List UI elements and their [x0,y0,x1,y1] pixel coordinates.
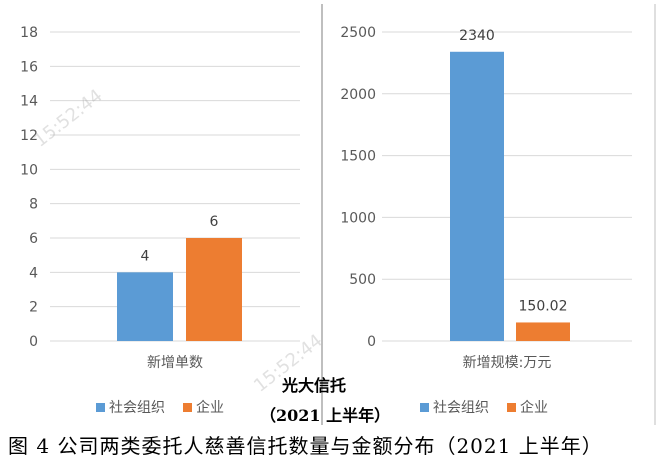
bar-1 [450,51,504,341]
legend-label-series-1: 社会组织 [109,400,165,416]
y-tick-label: 14 [20,94,38,110]
y-tick-label: 1000 [340,210,376,226]
legend-label-series-2-right: 企业 [520,400,548,416]
y-tick-label: 1500 [340,149,376,165]
data-label: 6 [210,214,219,230]
legend-item-series-2-right: 企业 [507,397,548,417]
legend-item-series-2: 企业 [183,397,224,417]
legend-left: 社会组织 企业 [96,397,236,417]
legend-swatch-series-2-right [507,402,516,412]
legend-swatch-series-2 [183,402,192,412]
y-tick-label: 6 [29,231,38,247]
y-tick-label: 18 [20,25,38,41]
y-tick-label: 10 [20,162,38,178]
legend-label-series-2: 企业 [196,400,224,416]
y-tick-label: 0 [29,334,38,350]
overlay-title-line1: 光大信托 [282,376,347,395]
data-label: 4 [141,248,150,264]
legend-swatch-series-1 [96,402,105,412]
chart-right: 0 500 1000 1500 2000 2500 2340 150.02 新增规模:万元 [340,25,632,371]
legend-item-series-1-right: 社会组织 [420,397,489,417]
bar-2 [516,322,570,341]
legend-right: 社会组织 企业 [420,397,560,417]
bar-1 [117,272,173,341]
data-label: 150.02 [519,298,568,314]
y-tick-label: 2000 [340,87,376,103]
figure-caption: 图 4 公司两类委托人慈善信托数量与金额分布（2021 上半年） [8,434,603,458]
y-tick-label: 16 [20,59,38,75]
legend-swatch-series-1-right [420,402,429,412]
y-tick-label: 0 [367,334,376,350]
legend-label-series-1-right: 社会组织 [433,400,489,416]
legend-item-series-1: 社会组织 [96,397,165,417]
bar-2 [186,238,242,341]
category-label: 新增规模:万元 [463,355,552,371]
overlay-title-line2: （2021 上半年） [260,406,391,425]
y-tick-label: 8 [29,197,38,213]
chart-stage: 0 2 4 6 8 10 12 14 16 18 4 6 新增单数 0 500 1000 1500 2000 25… [20,4,656,425]
y-tick-label: 2 [29,300,38,316]
chart-left: 0 2 4 6 8 10 12 14 16 18 4 6 新增单数 [20,25,300,371]
y-tick-label: 2500 [340,25,376,41]
y-tick-label: 4 [29,265,38,281]
category-label: 新增单数 [147,355,203,371]
y-tick-label: 12 [20,128,38,144]
data-label: 2340 [459,28,495,44]
y-tick-label: 500 [349,272,376,288]
